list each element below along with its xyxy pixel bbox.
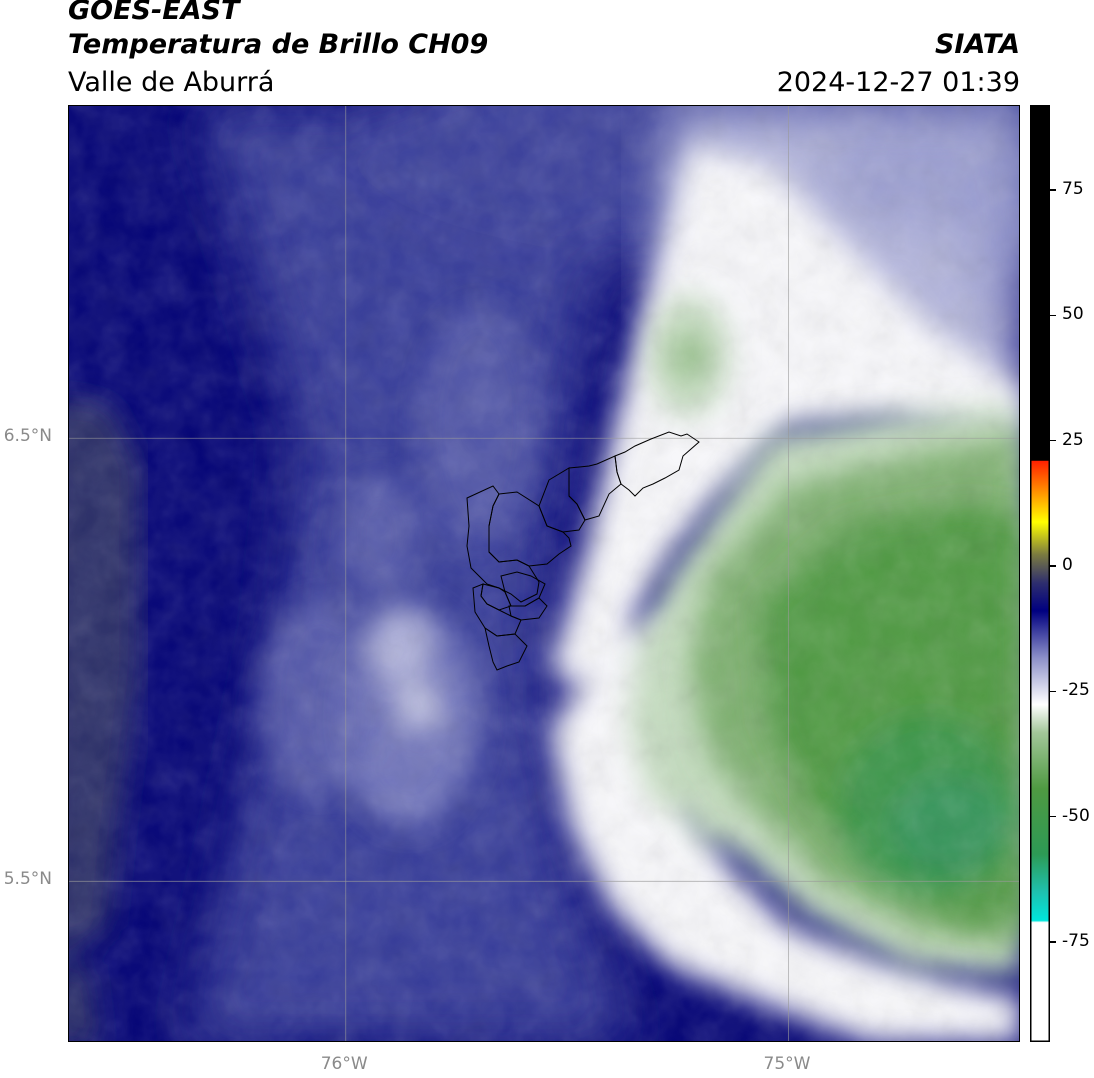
colorbar-tick-label: -75 [1062, 930, 1090, 951]
colorbar-tick-mark [1050, 439, 1056, 442]
colorbar-tick-label: 0 [1062, 554, 1073, 575]
boundary-caldas [484, 626, 528, 671]
lat-tick-label: 6.5°N [3, 426, 52, 447]
municipality-boundaries [466, 431, 700, 671]
field-texture [69, 106, 1019, 1041]
colorbar-tick-mark [1050, 565, 1056, 567]
satellite-title: GOES-EAST [68, 0, 240, 26]
lat-tick-label: 5.5°N [3, 869, 52, 890]
lon-tick-label: 75°W [763, 1054, 811, 1074]
colorbar-tick-mark [1050, 815, 1056, 818]
lon-tick-label: 76°W [320, 1054, 368, 1074]
timestamp: 2024-12-27 01:39 [776, 67, 1020, 98]
product-title: Temperatura de Brillo CH09 [68, 29, 489, 60]
colorbar-tick-label: -25 [1062, 680, 1090, 701]
agency-label: SIATA [934, 29, 1020, 60]
map-panel[interactable] [68, 105, 1020, 1042]
boundary-la-estrella [472, 583, 522, 637]
colorbar-tick-mark [1050, 314, 1056, 317]
brightness-temperature-map [69, 106, 1019, 1041]
boundary-medellin [466, 485, 540, 603]
colorbar-fill [1030, 105, 1050, 1042]
colorbar-tick-label: -50 [1062, 805, 1090, 826]
graticule [69, 106, 1019, 1041]
colorbar-tick-label: 50 [1062, 304, 1084, 325]
region-subtitle: Valle de Aburrá [68, 67, 275, 98]
colorbar-tick-mark [1050, 690, 1056, 692]
colorbar-tick-label: 25 [1062, 429, 1084, 450]
colorbar-tick-label: 75 [1062, 179, 1084, 200]
boundary-barbosa [614, 431, 700, 497]
colorbar [1030, 105, 1050, 1042]
colorbar-tick-mark [1050, 189, 1056, 191]
colorbar-tick-mark [1050, 941, 1056, 943]
